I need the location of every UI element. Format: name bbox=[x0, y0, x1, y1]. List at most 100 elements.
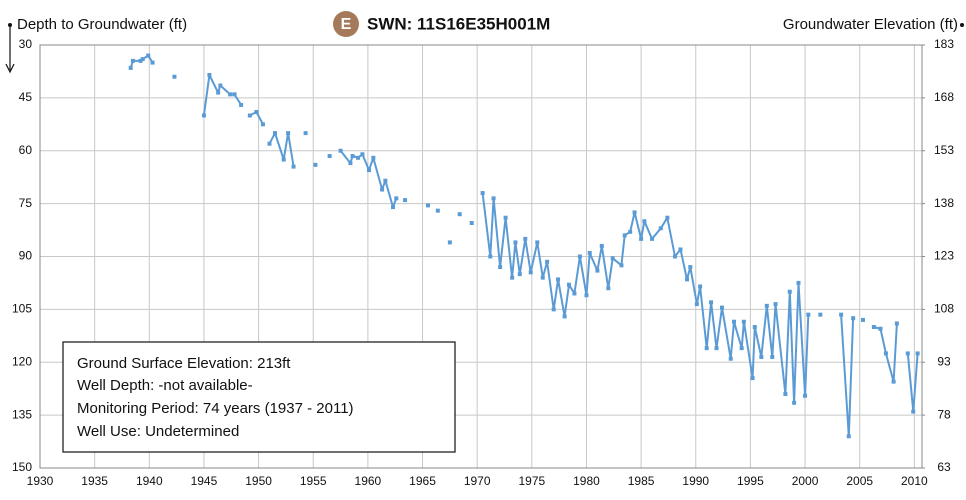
point bbox=[551, 307, 556, 312]
x-tick-label: 1965 bbox=[409, 474, 436, 488]
point bbox=[685, 277, 690, 282]
x-tick-label: 2005 bbox=[846, 474, 873, 488]
point bbox=[764, 303, 769, 308]
point bbox=[839, 312, 844, 317]
point bbox=[704, 346, 709, 351]
axis-dot bbox=[960, 23, 964, 27]
point bbox=[878, 326, 883, 331]
axis-arrow-head bbox=[5, 63, 15, 74]
y2-tick-label: 183 bbox=[934, 37, 954, 51]
point bbox=[566, 282, 571, 287]
y2-tick-label: 78 bbox=[937, 407, 951, 421]
point bbox=[894, 321, 899, 326]
point bbox=[140, 57, 145, 62]
point bbox=[803, 393, 808, 398]
point bbox=[770, 354, 775, 359]
info-line: Well Depth: -not available- bbox=[77, 377, 253, 394]
point bbox=[806, 312, 811, 317]
y2-tick-label: 123 bbox=[934, 249, 954, 263]
y2-axis-label: Groundwater Elevation (ft) bbox=[783, 16, 958, 33]
y2-tick-label: 138 bbox=[934, 196, 954, 210]
point bbox=[291, 164, 296, 169]
point bbox=[846, 434, 851, 439]
point bbox=[130, 58, 135, 63]
point bbox=[535, 240, 540, 245]
x-tick-label: 2000 bbox=[792, 474, 819, 488]
point bbox=[513, 240, 518, 245]
x-tick-label: 1935 bbox=[81, 474, 108, 488]
point bbox=[150, 60, 155, 65]
point bbox=[523, 236, 528, 241]
point bbox=[698, 284, 703, 289]
point bbox=[528, 270, 533, 275]
y-tick-label: 60 bbox=[19, 143, 33, 157]
point bbox=[619, 263, 624, 268]
point bbox=[383, 178, 388, 183]
point bbox=[172, 74, 177, 79]
point bbox=[818, 312, 823, 317]
point bbox=[260, 122, 265, 127]
y-tick-label: 90 bbox=[19, 249, 33, 263]
point bbox=[792, 400, 797, 405]
point bbox=[694, 302, 699, 307]
point bbox=[678, 247, 683, 252]
point bbox=[403, 198, 408, 203]
point bbox=[709, 300, 714, 305]
point bbox=[380, 187, 385, 192]
point bbox=[860, 317, 865, 322]
point bbox=[303, 131, 308, 136]
point bbox=[642, 219, 647, 224]
point bbox=[632, 210, 637, 215]
point bbox=[572, 291, 577, 296]
y2-tick-label: 153 bbox=[934, 143, 954, 157]
x-tick-label: 2010 bbox=[901, 474, 928, 488]
y-tick-label: 30 bbox=[19, 37, 33, 51]
x-tick-label: 1960 bbox=[355, 474, 382, 488]
info-line: Monitoring Period: 74 years (1937 - 2011… bbox=[77, 400, 354, 417]
point bbox=[286, 131, 291, 136]
y-tick-label: 45 bbox=[19, 90, 33, 104]
point bbox=[435, 208, 440, 213]
point bbox=[272, 131, 277, 136]
point bbox=[327, 154, 332, 159]
point bbox=[739, 346, 744, 351]
point bbox=[207, 72, 212, 77]
point bbox=[773, 302, 778, 307]
point bbox=[232, 92, 237, 97]
point bbox=[488, 254, 493, 259]
point bbox=[360, 152, 365, 157]
point bbox=[577, 254, 582, 259]
point bbox=[728, 356, 733, 361]
point bbox=[915, 351, 920, 356]
point bbox=[128, 65, 133, 70]
point bbox=[356, 155, 361, 160]
point bbox=[425, 203, 430, 208]
x-tick-label: 1975 bbox=[518, 474, 545, 488]
point bbox=[639, 236, 644, 241]
x-tick-label: 1940 bbox=[136, 474, 163, 488]
y-tick-label: 75 bbox=[19, 196, 33, 210]
y-tick-label: 150 bbox=[12, 460, 32, 474]
point bbox=[480, 191, 485, 196]
point bbox=[732, 319, 737, 324]
point bbox=[622, 233, 627, 238]
info-line: Well Use: Undetermined bbox=[77, 423, 239, 440]
y2-tick-label: 93 bbox=[937, 354, 951, 368]
point bbox=[587, 250, 592, 255]
point bbox=[447, 240, 452, 245]
point bbox=[247, 113, 252, 118]
point bbox=[138, 58, 143, 63]
x-tick-label: 1990 bbox=[682, 474, 709, 488]
point bbox=[267, 141, 272, 146]
point bbox=[228, 92, 233, 97]
point bbox=[905, 351, 910, 356]
point bbox=[599, 243, 604, 248]
point bbox=[348, 161, 353, 166]
point bbox=[394, 196, 399, 201]
point bbox=[606, 286, 611, 291]
point bbox=[672, 254, 677, 259]
point bbox=[783, 391, 788, 396]
x-tick-label: 1930 bbox=[27, 474, 54, 488]
info-line: Ground Surface Elevation: 213ft bbox=[77, 355, 291, 372]
